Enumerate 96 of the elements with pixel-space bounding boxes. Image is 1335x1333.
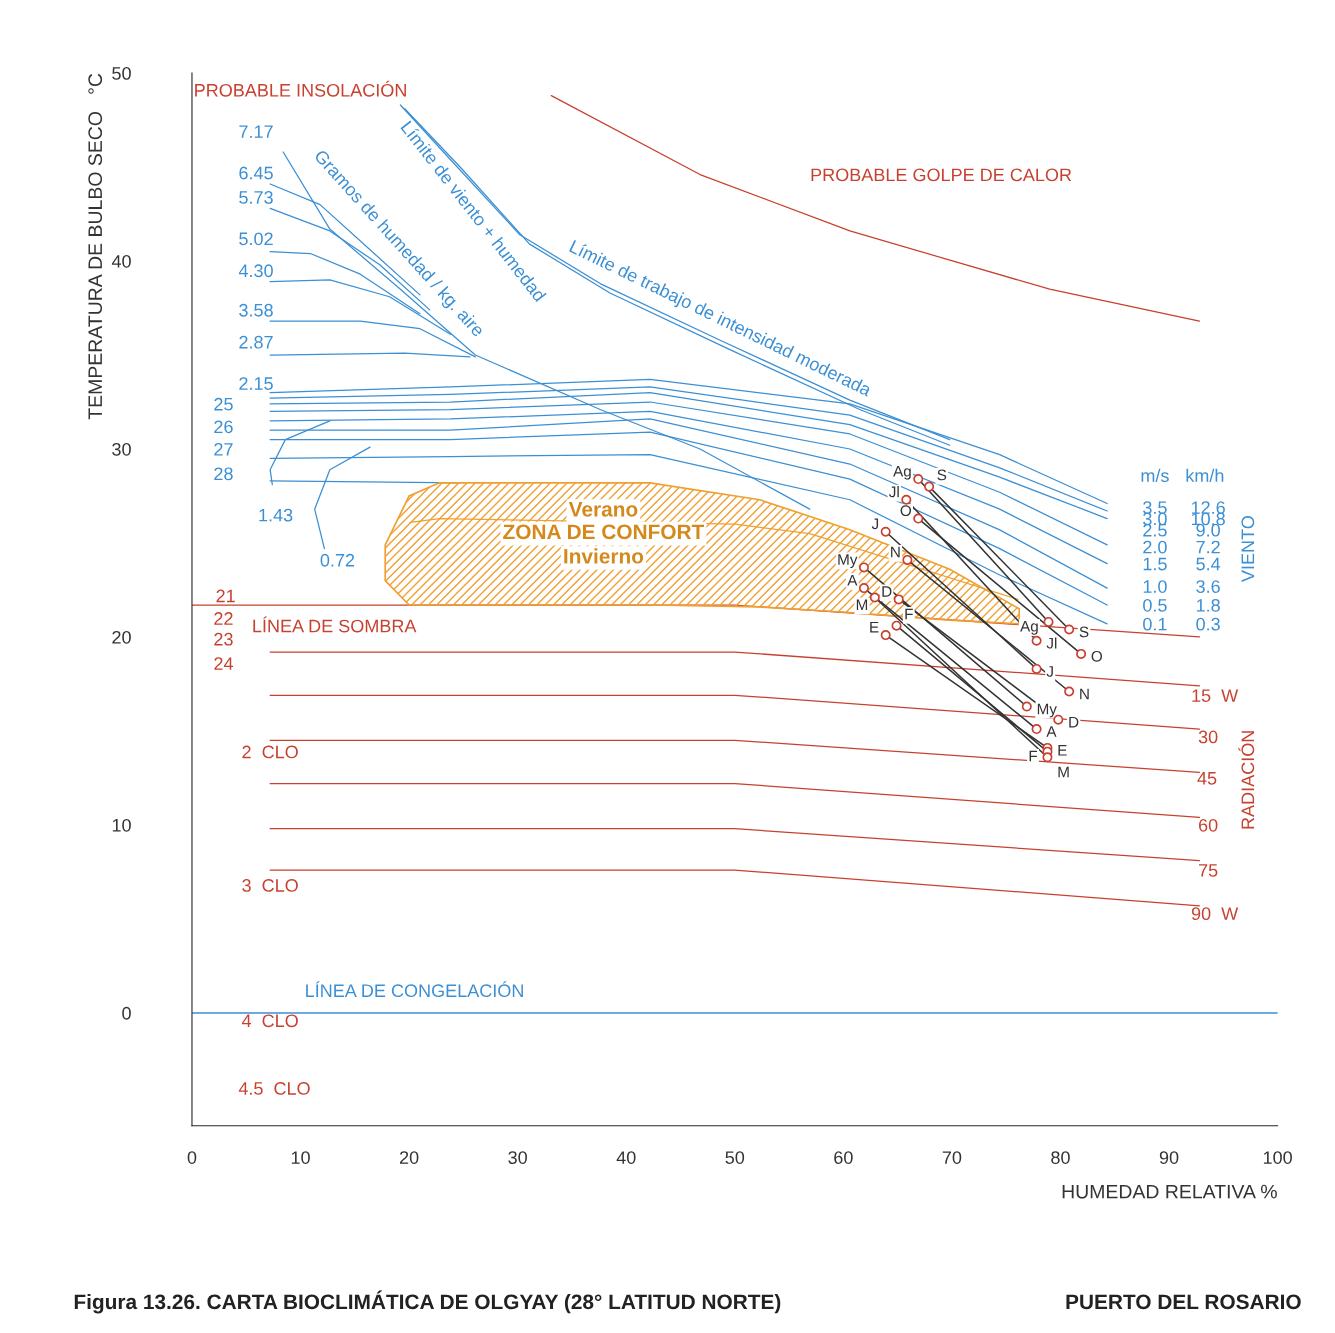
- series-label: My: [838, 554, 858, 568]
- annotation: 0.1: [1143, 617, 1167, 631]
- series-label: Jl: [889, 486, 899, 498]
- annotation: 1.0: [1143, 580, 1167, 593]
- text: D: [1069, 716, 1079, 728]
- y-tick-label: 40: [111, 254, 131, 268]
- x-tick-label: 80: [1051, 1151, 1070, 1164]
- y-tick-label: 50: [112, 66, 131, 80]
- y-axis-title: TEMPERATURA DE BULBO SECO °C: [88, 73, 103, 420]
- x-tick-label: 20: [399, 1151, 419, 1164]
- annotation: Verano: [568, 502, 638, 517]
- text: M: [1058, 766, 1069, 778]
- text: E: [1058, 745, 1067, 756]
- annotation: 21: [216, 589, 235, 603]
- annotation: 3.6: [1196, 580, 1220, 593]
- annotation: 0.72: [320, 553, 355, 567]
- annotation: 25: [214, 397, 233, 411]
- y-tick-label: 30: [112, 442, 131, 456]
- annotation: 75: [1199, 864, 1218, 877]
- x-tick-label: 90: [1159, 1151, 1179, 1164]
- annotation: 30: [1198, 730, 1218, 744]
- annotation: 3.5: [1143, 501, 1167, 514]
- series-label: Ag: [893, 465, 911, 480]
- annotation: Invierno: [564, 548, 644, 564]
- y-tick-label: 10: [112, 818, 131, 832]
- text: Ag: [1020, 621, 1038, 635]
- annotation: 28: [214, 467, 233, 481]
- annotation: 5.73: [239, 191, 273, 204]
- x-axis-title: HUMEDAD RELATIVA %: [1062, 1184, 1277, 1199]
- x-tick-label: 30: [508, 1151, 527, 1164]
- series-label: J: [871, 518, 879, 530]
- x-tick-label: 10: [291, 1151, 310, 1164]
- annotation: 1.8: [1196, 598, 1220, 612]
- x-tick-label: 100: [1263, 1151, 1292, 1164]
- text: N: [1080, 688, 1089, 700]
- annotation: RADIACIÓN: [1238, 731, 1255, 829]
- annotation: km/h: [1186, 468, 1224, 483]
- series-label: N: [891, 546, 900, 558]
- annotation: VIENTO: [1241, 516, 1255, 582]
- y-tick-label: 0: [122, 1006, 131, 1020]
- annotation: 3 CLO: [242, 879, 298, 892]
- text: F: [905, 608, 913, 620]
- annotation: 27: [214, 442, 233, 456]
- annotation: 15 W: [1192, 689, 1239, 702]
- annotation: 23: [214, 632, 233, 646]
- annotation: 2 CLO: [242, 745, 298, 759]
- text: My: [1037, 703, 1057, 718]
- annotation: 60: [1198, 818, 1218, 832]
- annotation: PROBABLE GOLPE DE CALOR: [811, 168, 1072, 182]
- x-tick-label: 60: [834, 1151, 853, 1164]
- annotation: 2.87: [239, 335, 273, 349]
- annotation: 4.30: [238, 264, 273, 278]
- annotation: 12.6: [1191, 501, 1225, 514]
- text: A: [1046, 726, 1057, 737]
- annotation: ZONA DE CONFORT: [503, 524, 705, 540]
- x-tick-label: 70: [942, 1151, 962, 1164]
- annotation: 0.3: [1196, 617, 1220, 631]
- annotation: 6.45: [239, 166, 273, 180]
- annotation: 90 W: [1191, 907, 1239, 921]
- x-tick-label: 40: [616, 1151, 636, 1164]
- annotation: 3.58: [239, 303, 273, 317]
- text: PUERTO DEL ROSARIO: [1066, 1294, 1301, 1310]
- annotation: 22: [214, 612, 233, 625]
- series-label: E: [870, 621, 879, 633]
- series-label: O: [900, 505, 912, 517]
- text: O: [1091, 650, 1103, 662]
- annotation: 1.43: [259, 508, 293, 522]
- text: Jl: [1046, 637, 1057, 649]
- annotation: 24: [214, 657, 233, 670]
- text: J: [1046, 666, 1053, 677]
- annotation: 1.5: [1143, 557, 1167, 571]
- annotation: 2.0: [1143, 540, 1167, 554]
- annotation: 7.2: [1196, 540, 1220, 554]
- annotation: PROBABLE INSOLACIÓN: [195, 80, 406, 97]
- annotation: 4 CLO: [241, 1014, 298, 1028]
- x-tick-label: 50: [725, 1151, 745, 1164]
- x-tick-label: 0: [187, 1151, 197, 1164]
- annotation: 26: [214, 420, 233, 434]
- series-label: S: [937, 469, 947, 481]
- annotation: 7.17: [239, 125, 273, 138]
- annotation: 2.15: [239, 377, 273, 390]
- annotation: LÍNEA DE CONGELACIÓN: [306, 981, 523, 998]
- annotation: m/s: [1141, 468, 1169, 483]
- series-label: F: [1029, 750, 1038, 762]
- annotation: LÍNEA DE SOMBRA: [253, 616, 417, 633]
- annotation: 5.4: [1196, 557, 1221, 571]
- annotation: 45: [1197, 772, 1217, 785]
- series-label: D: [882, 586, 892, 597]
- text: Figura 13.26. CARTA BIOCLIMÁTICA DE OLGYAY (28° LATITUD NORTE): [74, 1290, 781, 1314]
- series-label: A: [847, 574, 858, 586]
- text: S: [1079, 626, 1089, 638]
- annotation: 0.5: [1143, 598, 1167, 612]
- annotation: 5.02: [239, 232, 273, 246]
- annotation: 4.5 CLO: [238, 1082, 310, 1095]
- y-tick-label: 20: [112, 630, 131, 644]
- series-label: M: [856, 599, 868, 610]
